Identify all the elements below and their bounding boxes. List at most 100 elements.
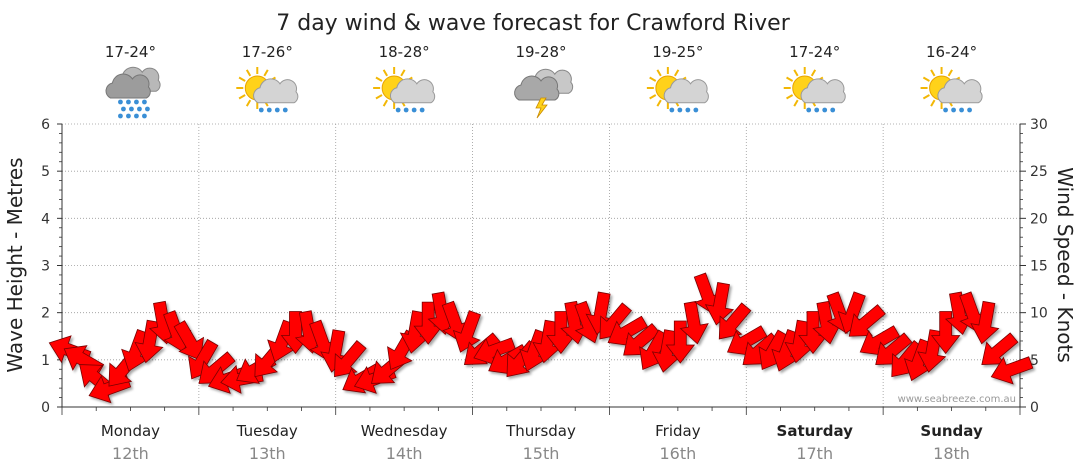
rain-drop — [951, 107, 956, 113]
wind-arrow-shape — [267, 319, 296, 363]
sun-ray — [930, 99, 936, 107]
wind-arrow-shape — [970, 300, 1000, 345]
day-column-friday: 19-25° Friday 16th — [646, 43, 709, 463]
day-date: 18th — [933, 444, 970, 463]
day-date: 13th — [249, 444, 286, 463]
wind-arrow — [399, 310, 429, 354]
wind-arrow — [519, 329, 548, 372]
wind-arrow-shape — [399, 310, 429, 354]
day-name: Thursday — [505, 422, 576, 440]
wind-arrow — [848, 304, 886, 337]
rain-drop — [129, 106, 134, 112]
sun-ray — [656, 69, 662, 77]
wind-arrow-shape — [532, 319, 562, 364]
day-name: Saturday — [777, 422, 854, 440]
right-tick-label: 10 — [1030, 306, 1048, 322]
left-axis-label: Wave Height - Metres — [3, 157, 27, 372]
left-tick-label: 4 — [41, 211, 50, 227]
sun-ray — [649, 76, 657, 82]
day-name: Monday — [101, 422, 160, 440]
rain-drop — [822, 107, 828, 113]
wind-arrow — [679, 300, 709, 345]
cloud-shape — [663, 78, 709, 104]
rain-drop — [669, 107, 675, 113]
wind-arrow-shape — [704, 281, 735, 326]
wind-arrow-shape — [903, 338, 933, 382]
cloud-shape — [253, 78, 299, 104]
wind-arrow-shape — [718, 302, 752, 340]
wind-arrow-shape — [546, 311, 576, 355]
wind-arrow-shape — [798, 311, 828, 355]
rain-drop — [126, 113, 131, 119]
sun-ray — [400, 69, 406, 77]
day-column-saturday: 17-24° Saturday 17th — [777, 43, 854, 463]
rain-drop — [677, 107, 683, 113]
wind-arrow — [771, 329, 800, 372]
left-tick-label: 1 — [41, 353, 50, 369]
sun-ray — [922, 76, 930, 82]
rain-drop — [411, 107, 417, 113]
right-tick-label: 0 — [1030, 400, 1039, 416]
day-column-wednesday: 18-28° Wednesday 14th — [361, 43, 448, 463]
sun-cloud-showers-icon — [920, 67, 983, 113]
sun-ray — [375, 94, 383, 100]
day-name: Sunday — [920, 422, 983, 440]
left-tick-label: 6 — [41, 117, 50, 133]
right-tick-label: 25 — [1030, 164, 1048, 180]
sun-ray — [673, 69, 680, 77]
wind-arrow — [532, 319, 562, 364]
wind-arrow — [970, 300, 1000, 345]
rain-drop — [403, 107, 409, 113]
rain-drop — [142, 99, 147, 105]
wind-arrow-shape — [771, 329, 800, 372]
wind-arrow-shape — [930, 311, 961, 355]
wind-arrow — [546, 311, 576, 355]
wind-arrow-shape — [651, 329, 681, 373]
sun-ray — [238, 94, 246, 100]
rain-drop — [142, 113, 147, 119]
wind-arrow-shape — [519, 329, 548, 372]
cloud-shape — [800, 78, 846, 104]
wind-arrow-shape — [665, 320, 696, 364]
sun-ray — [375, 76, 383, 82]
rain-drop — [118, 99, 123, 105]
day-name: Tuesday — [236, 422, 298, 440]
cloud-shape — [389, 78, 436, 104]
sun-cloud-showers-icon — [783, 67, 846, 113]
sun-cloud-showers-icon — [373, 67, 436, 113]
sun-ray — [245, 99, 252, 107]
wind-arrow — [930, 311, 961, 355]
rain-drop — [693, 107, 699, 113]
rain-drop — [814, 107, 820, 113]
right-axis-label: Wind Speed - Knots — [1053, 167, 1077, 363]
wind-arrow-shape — [784, 319, 814, 364]
wind-arrow — [718, 302, 752, 340]
day-name: Friday — [655, 422, 701, 440]
wind-arrow — [651, 329, 681, 373]
rain-cloud-icon — [105, 66, 161, 119]
rain-drop — [258, 107, 264, 113]
wind-arrow — [413, 301, 444, 345]
watermark: www.seabreeze.com.au — [898, 394, 1016, 405]
right-tick-label: 5 — [1030, 353, 1039, 369]
day-date: 14th — [386, 444, 423, 463]
sun-ray — [382, 99, 389, 107]
temperature-range: 18-28° — [379, 43, 430, 61]
wind-arrow — [903, 338, 933, 382]
wind-arrow — [452, 310, 481, 353]
rain-drop — [395, 107, 401, 113]
wind-arrow-shape — [452, 310, 481, 353]
sun-ray — [810, 69, 817, 77]
wind-arrow — [173, 320, 205, 361]
wind-arrow-shape — [679, 300, 709, 345]
cloud-shape — [514, 75, 560, 101]
rain-drop — [282, 107, 288, 113]
storm-cloud-icon — [514, 68, 574, 119]
chart-title: 7 day wind & wave forecast for Crawford … — [276, 11, 790, 36]
sun-ray — [245, 69, 252, 77]
sun-ray — [656, 99, 662, 107]
wind-arrow — [704, 281, 735, 326]
wind-arrow — [981, 332, 1019, 365]
rain-drop — [967, 107, 972, 113]
